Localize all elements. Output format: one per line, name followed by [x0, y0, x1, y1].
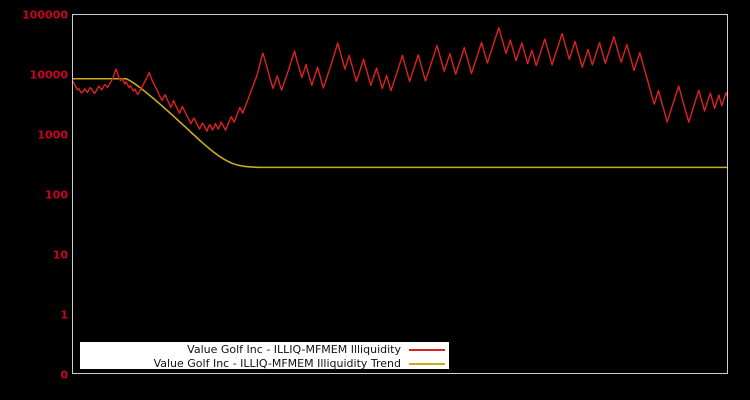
legend-label-trend: Value Golf Inc - ILLIQ-MFMEM Illiquidity… [153, 357, 401, 370]
y-axis-tick-label: 10 [52, 248, 68, 262]
series-canvas [73, 26, 727, 169]
legend-item-trend[interactable]: Value Golf Inc - ILLIQ-MFMEM Illiquidity… [80, 357, 449, 371]
y-axis-tick-label: 1 [60, 308, 68, 322]
plot-area [72, 14, 728, 374]
y-axis-tick-label: 100 [45, 188, 68, 202]
y-axis-tick-label: 0 [60, 368, 68, 382]
y-axis-tick-label: 10000 [29, 68, 68, 82]
legend-swatch-illiquidity [409, 349, 445, 351]
y-axis-tick-label: 100000 [22, 8, 68, 22]
legend-label-illiquidity: Value Golf Inc - ILLIQ-MFMEM Illiquidity [187, 343, 401, 356]
y-axis-tick-label: 1000 [37, 128, 68, 142]
trend-line [73, 77, 727, 169]
legend: Value Golf Inc - ILLIQ-MFMEM Illiquidity… [79, 341, 450, 370]
legend-item-illiquidity[interactable]: Value Golf Inc - ILLIQ-MFMEM Illiquidity [80, 343, 449, 357]
legend-swatch-trend [409, 363, 445, 365]
illiquidity-line [73, 26, 727, 132]
y-axis: 100000 10000 1000 100 10 1 0 [0, 0, 68, 400]
